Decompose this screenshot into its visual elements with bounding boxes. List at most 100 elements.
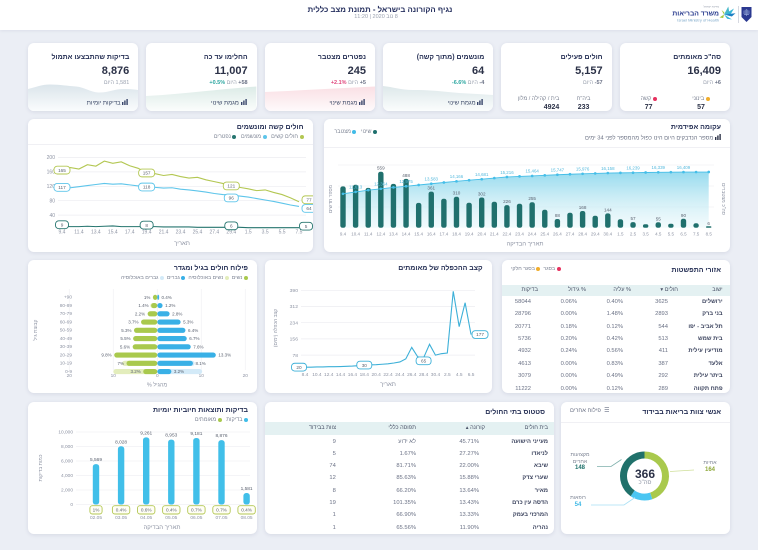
svg-text:0-9: 0-9 — [65, 369, 72, 375]
svg-text:06.05: 06.05 — [190, 515, 202, 521]
svg-text:5.3%: 5.3% — [121, 328, 131, 333]
svg-text:3.2%: 3.2% — [130, 369, 140, 374]
svg-text:1.5: 1.5 — [617, 232, 624, 237]
svg-text:קצב הכפלה (ימים): קצב הכפלה (ימים) — [272, 309, 279, 347]
svg-text:6.5: 6.5 — [468, 372, 475, 378]
svg-text:3.5: 3.5 — [643, 232, 650, 237]
svg-text:12,364: 12,364 — [374, 182, 388, 187]
svg-text:177: 177 — [476, 332, 484, 337]
svg-text:4,000: 4,000 — [61, 473, 73, 479]
svg-text:28.4: 28.4 — [419, 372, 429, 378]
svg-text:40: 40 — [49, 213, 55, 219]
svg-text:156: 156 — [290, 337, 299, 343]
svg-text:200: 200 — [47, 155, 56, 161]
svg-text:6: 6 — [230, 224, 233, 229]
svg-text:14,681: 14,681 — [475, 172, 489, 177]
svg-text:4.5: 4.5 — [456, 372, 463, 378]
svg-text:77: 77 — [306, 197, 312, 202]
svg-text:9,261: 9,261 — [140, 430, 152, 436]
svg-text:% מהגיל: % מהגיל — [147, 382, 168, 389]
svg-text:7.5: 7.5 — [296, 230, 303, 236]
svg-text:20: 20 — [67, 373, 73, 379]
svg-text:0.4%: 0.4% — [241, 508, 252, 513]
svg-text:תאריך הבדיקה: תאריך הבדיקה — [143, 525, 180, 531]
svg-text:15,216: 15,216 — [500, 170, 514, 175]
svg-text:30: 30 — [362, 363, 368, 368]
svg-text:5.5: 5.5 — [668, 232, 675, 237]
svg-text:310: 310 — [453, 191, 461, 196]
svg-text:0.6%: 0.6% — [141, 508, 152, 513]
svg-text:20: 20 — [296, 365, 302, 370]
svg-text:2,000: 2,000 — [61, 488, 73, 494]
svg-text:40-49: 40-49 — [60, 336, 73, 342]
svg-text:10.4: 10.4 — [312, 372, 322, 378]
svg-text:13.3%: 13.3% — [218, 353, 231, 358]
svg-text:1.2%: 1.2% — [165, 303, 175, 308]
svg-text:משרד הבריאות: משרד הבריאות — [672, 11, 719, 18]
svg-text:23.4: 23.4 — [515, 232, 524, 237]
svg-text:6: 6 — [707, 221, 710, 226]
svg-text:26.4: 26.4 — [407, 372, 417, 378]
svg-text:8,876: 8,876 — [215, 433, 227, 439]
svg-text:11.4: 11.4 — [364, 232, 373, 237]
svg-text:8,028: 8,028 — [115, 439, 127, 445]
svg-text:0.4%: 0.4% — [116, 508, 127, 513]
svg-text:22.4: 22.4 — [383, 372, 393, 378]
svg-text:302: 302 — [478, 192, 486, 197]
svg-text:18.4: 18.4 — [452, 232, 461, 237]
svg-text:390: 390 — [290, 288, 299, 294]
svg-text:3.2%: 3.2% — [174, 369, 184, 374]
svg-text:165: 165 — [58, 168, 66, 173]
svg-text:5.5: 5.5 — [279, 230, 286, 236]
svg-text:255: 255 — [528, 196, 536, 201]
svg-text:+90: +90 — [64, 295, 72, 301]
svg-text:16,158: 16,158 — [601, 166, 615, 171]
svg-text:14.4: 14.4 — [336, 372, 346, 378]
svg-text:8,000: 8,000 — [61, 444, 73, 450]
svg-text:96: 96 — [229, 196, 235, 201]
svg-text:מספר חדשים: מספר חדשים — [328, 184, 334, 213]
svg-text:12,975: 12,975 — [399, 179, 413, 184]
svg-text:64: 64 — [306, 206, 312, 211]
svg-text:0.7%: 0.7% — [191, 508, 202, 513]
svg-text:2.5: 2.5 — [630, 232, 637, 237]
svg-text:25.4: 25.4 — [193, 230, 203, 236]
svg-text:559: 559 — [377, 166, 385, 171]
svg-text:8,953: 8,953 — [165, 433, 177, 439]
svg-text:10-19: 10-19 — [60, 361, 73, 367]
svg-text:10: 10 — [111, 373, 117, 379]
svg-text:19.4: 19.4 — [465, 232, 474, 237]
svg-text:תאריך: תאריך — [174, 241, 190, 247]
svg-text:1,581: 1,581 — [241, 486, 253, 492]
svg-text:29.4: 29.4 — [591, 232, 600, 237]
svg-text:20.4: 20.4 — [372, 372, 382, 378]
svg-text:20: 20 — [243, 373, 249, 379]
svg-text:30.4: 30.4 — [603, 232, 612, 237]
svg-text:118: 118 — [143, 185, 151, 190]
svg-text:0: 0 — [70, 502, 73, 508]
svg-text:28.4: 28.4 — [578, 232, 587, 237]
svg-text:57: 57 — [630, 216, 636, 221]
svg-text:30.4: 30.4 — [431, 372, 441, 378]
svg-text:88: 88 — [555, 213, 561, 218]
svg-text:22.4: 22.4 — [503, 232, 512, 237]
svg-text:10,000: 10,000 — [58, 430, 73, 436]
svg-text:16.4: 16.4 — [427, 232, 436, 237]
svg-text:8.4: 8.4 — [302, 372, 309, 378]
svg-text:226: 226 — [503, 199, 511, 204]
svg-text:9,181: 9,181 — [190, 431, 202, 437]
svg-text:13,583: 13,583 — [425, 177, 439, 182]
svg-text:סה"כ מצטברים: סה"כ מצטברים — [720, 183, 726, 215]
svg-text:27.4: 27.4 — [209, 230, 219, 236]
svg-text:15,976: 15,976 — [576, 167, 590, 172]
svg-text:16,339: 16,339 — [652, 165, 666, 170]
svg-text:8.1%: 8.1% — [195, 361, 205, 366]
svg-text:12.4: 12.4 — [376, 232, 385, 237]
svg-text:27.4: 27.4 — [566, 232, 575, 237]
svg-text:08.05: 08.05 — [241, 515, 253, 521]
svg-text:65: 65 — [421, 358, 427, 363]
svg-text:70-79: 70-79 — [60, 311, 73, 317]
svg-text:5: 5 — [305, 224, 308, 229]
svg-text:04.05: 04.05 — [140, 515, 152, 521]
svg-text:121: 121 — [227, 184, 235, 189]
